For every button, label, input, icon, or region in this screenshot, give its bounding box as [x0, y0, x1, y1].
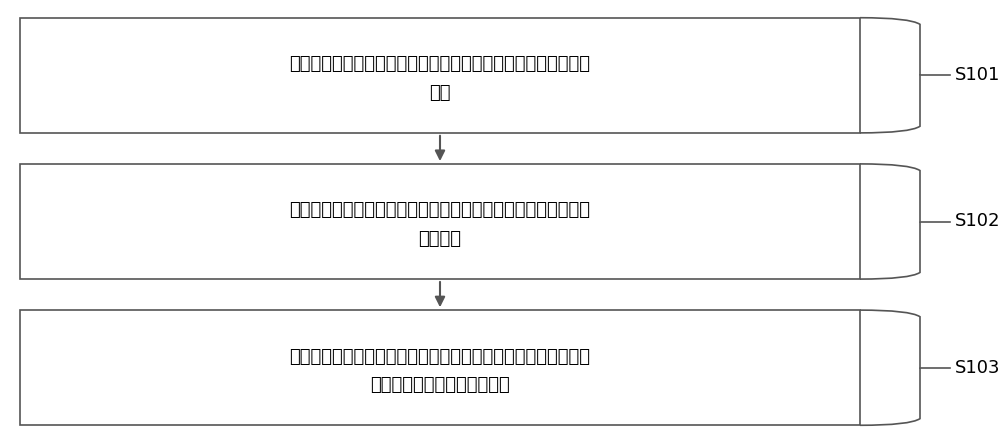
Bar — [20, 18, 860, 133]
Text: 根据所述待监控医疗设备的各检测项目对应的功能参数，确定所: 根据所述待监控医疗设备的各检测项目对应的功能参数，确定所 — [290, 348, 590, 365]
Bar — [20, 164, 860, 279]
Text: 述待监控医疗设备的工作状态: 述待监控医疗设备的工作状态 — [370, 377, 510, 394]
Text: 根据所述工作参数确定所述待监控医疗设备的各检测项目对应的: 根据所述工作参数确定所述待监控医疗设备的各检测项目对应的 — [290, 202, 590, 219]
Text: S102: S102 — [955, 213, 1000, 230]
Bar — [20, 310, 860, 425]
Text: 功能参数: 功能参数 — [418, 230, 462, 248]
Text: 参数: 参数 — [429, 84, 451, 102]
Text: S101: S101 — [955, 66, 1000, 84]
Text: S103: S103 — [955, 359, 1000, 377]
Text: 基于待监控医疗设备的通信接口提取所述待监控医疗设备的工作: 基于待监控医疗设备的通信接口提取所述待监控医疗设备的工作 — [290, 55, 590, 73]
